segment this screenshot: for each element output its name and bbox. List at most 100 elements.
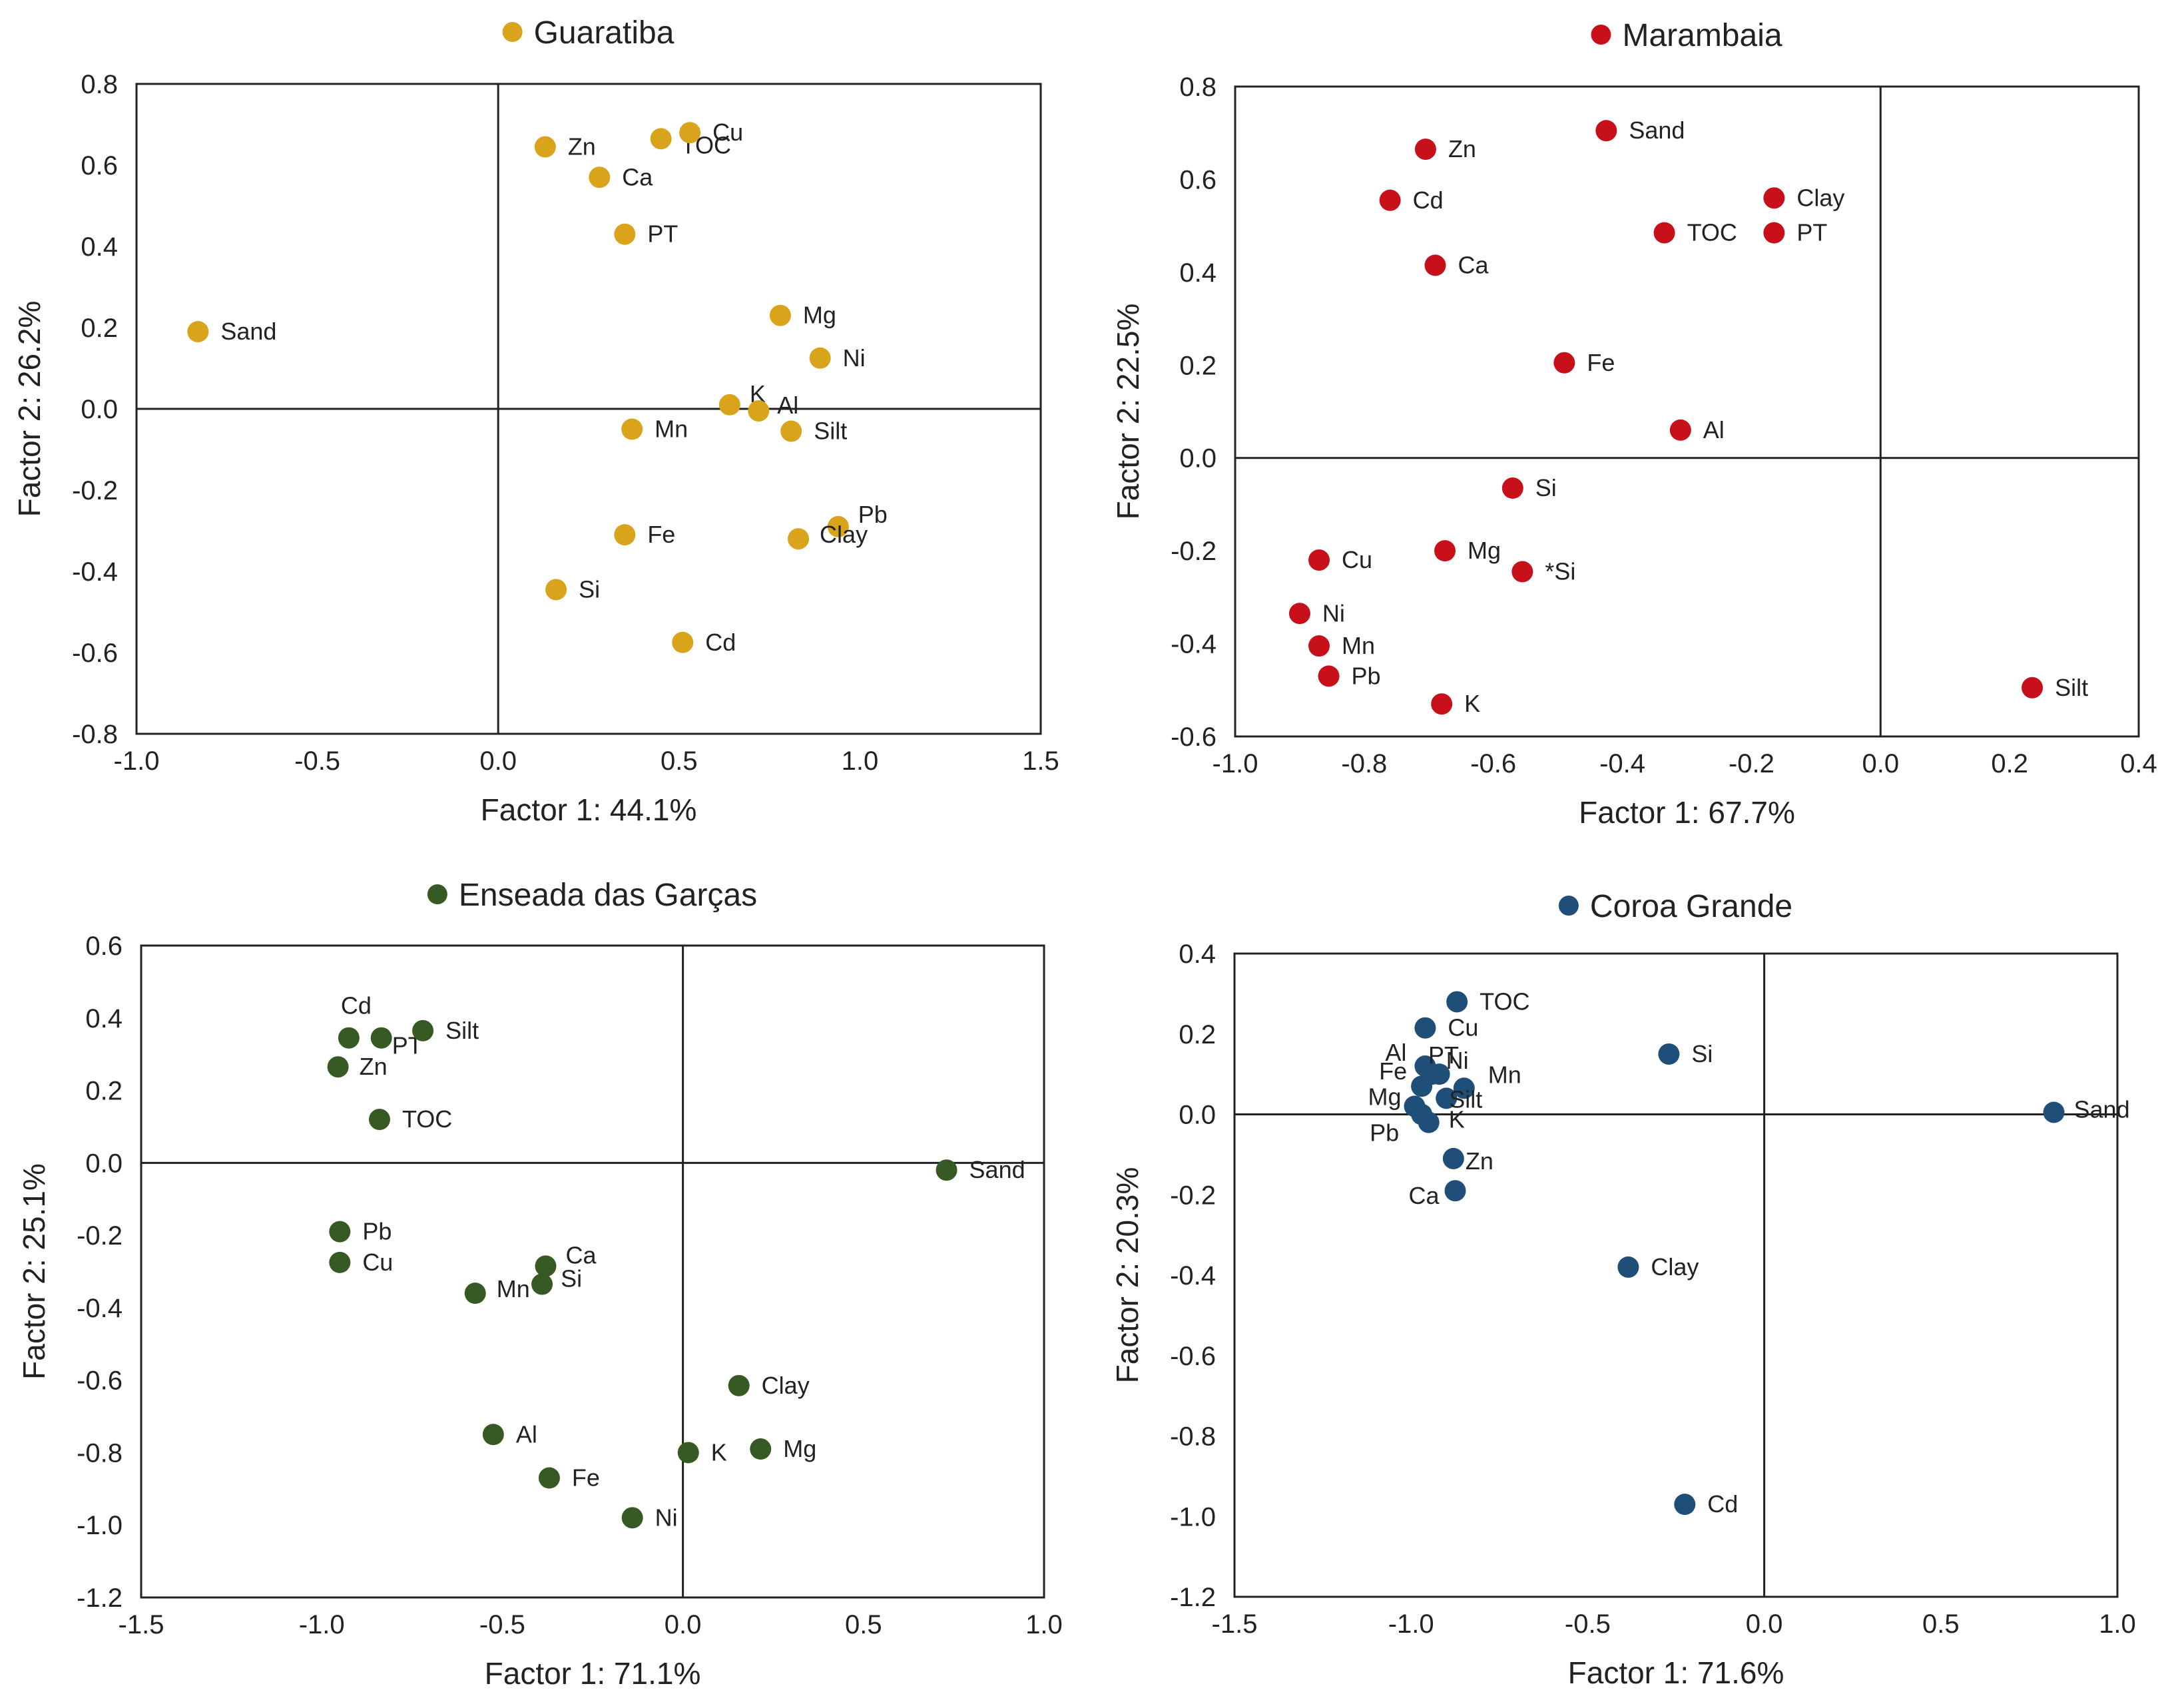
x-tick-label: -0.5: [479, 1610, 525, 1639]
x-tick-label: -0.8: [1341, 749, 1387, 778]
y-tick-label: -1.2: [1170, 1583, 1216, 1612]
point-ca: [535, 1255, 557, 1277]
point-toc: [368, 1109, 390, 1131]
x-tick-label: 0.0: [665, 1610, 702, 1639]
point-label-toc: TOC: [1687, 219, 1737, 246]
y-tick-label: -0.4: [1171, 630, 1217, 659]
point-mn: [1453, 1077, 1475, 1099]
point-k: [718, 394, 740, 416]
point-label-mn: Mn: [655, 416, 688, 443]
point-cd: [338, 1027, 360, 1049]
x-tick-label: 0.2: [1991, 749, 2028, 778]
legend-marker: [1591, 25, 1611, 45]
y-tick-label: 0.4: [85, 1004, 123, 1033]
point-cu: [329, 1251, 351, 1273]
point-fe: [1411, 1075, 1433, 1097]
y-axis-title: Factor 2: 25.1%: [17, 1163, 51, 1380]
point-label-ca: Ca: [565, 1241, 597, 1269]
y-tick-label: 0.0: [1179, 444, 1217, 473]
point-label-cu: Cu: [1342, 546, 1372, 573]
point-pb: [1318, 665, 1340, 687]
y-tick-label: 0.0: [85, 1149, 123, 1178]
x-tick-label: 1.0: [2099, 1609, 2136, 1639]
point-label-silt: Silt: [445, 1017, 479, 1044]
point-label-cu: Cu: [362, 1249, 393, 1276]
x-tick-label: 0.5: [1922, 1609, 1960, 1639]
y-tick-label: -1.2: [77, 1583, 123, 1613]
point-clay: [788, 528, 810, 550]
x-tick-label: -1.5: [119, 1610, 164, 1639]
y-tick-label: 0.8: [1179, 73, 1217, 102]
point-mn: [464, 1282, 486, 1304]
point-label-mn: Mn: [1342, 632, 1375, 659]
point-label-zn: Zn: [1448, 135, 1476, 162]
point-sand: [936, 1159, 957, 1181]
point-label-cd: Cd: [341, 992, 372, 1019]
x-tick-label: 0.0: [1862, 749, 1899, 778]
point-label-mg: Mg: [803, 302, 836, 329]
point-label-sand: Sand: [1629, 117, 1685, 144]
point-silt: [780, 420, 802, 442]
point-mg: [1434, 540, 1456, 562]
point-pt: [370, 1027, 392, 1049]
y-tick-label: -1.0: [77, 1511, 123, 1540]
legend: Enseada das Garças: [427, 878, 757, 913]
point-pb: [329, 1221, 351, 1243]
x-tick-label: -0.5: [1565, 1609, 1611, 1639]
point-zn: [327, 1056, 349, 1078]
point-label-cd: Cd: [1707, 1490, 1738, 1518]
x-tick-label: 0.5: [661, 746, 698, 776]
point-label-clay: Clay: [820, 521, 868, 548]
y-tick-label: -0.6: [1170, 1342, 1216, 1371]
point-label-al: Al: [516, 1420, 537, 1448]
x-tick-label: -1.0: [1388, 1609, 1434, 1639]
legend-marker: [1558, 896, 1579, 916]
legend-label: Coroa Grande: [1590, 889, 1792, 924]
point-al: [1669, 419, 1691, 441]
point-label-pt: PT: [1428, 1041, 1459, 1069]
point-cd: [672, 631, 694, 653]
legend: Marambaia: [1591, 18, 1782, 53]
y-tick-label: -0.2: [72, 476, 118, 505]
x-axis-title: Factor 1: 44.1%: [481, 792, 697, 827]
legend-marker: [427, 884, 447, 904]
point-label-fe: Fe: [647, 521, 675, 548]
point-ni: [621, 1507, 643, 1529]
point-mn: [1308, 635, 1330, 657]
point-ca: [1444, 1180, 1466, 1202]
point-label-pb: Pb: [1352, 662, 1381, 689]
point-label-fe: Fe: [1587, 349, 1615, 376]
point-label-clay: Clay: [1796, 184, 1844, 211]
point-label-toc: TOC: [1480, 988, 1529, 1015]
x-tick-label: -0.6: [1470, 749, 1516, 778]
point-fe: [538, 1467, 560, 1489]
point-clay: [1763, 187, 1785, 209]
point-al: [748, 400, 770, 422]
x-tick-label: -0.2: [1729, 749, 1774, 778]
y-axis-title: Factor 2: 26.2%: [12, 301, 47, 517]
legend: Guaratiba: [502, 15, 675, 51]
point-label-fe: Fe: [1379, 1057, 1407, 1085]
point-label-zn: Zn: [360, 1053, 388, 1080]
point-label-zn: Zn: [568, 133, 596, 160]
point-si: [1511, 561, 1533, 583]
point-label-ni: Ni: [1322, 599, 1345, 627]
point-sand: [1595, 120, 1617, 142]
y-tick-label: -0.8: [72, 720, 118, 749]
chart-panel-guaratiba: -1.0 -0.5 0.0 0.5 1.0 1.5 -0.8 -0.6 -0.4 -0.2 0.0 0…: [12, 15, 1059, 827]
y-tick-label: 0.6: [1179, 165, 1217, 194]
point-silt: [1436, 1087, 1458, 1109]
point-label-si: Si: [579, 575, 600, 603]
point-label-cd: Cd: [1413, 186, 1444, 214]
x-tick-label: -0.5: [294, 746, 340, 776]
chart-panel-enseada-das-gar-as: -1.5 -1.0 -0.5 0.0 0.5 1.0 -1.2 -1.0 -0.8 -0.6 -0.…: [17, 878, 1063, 1691]
point-label-pb: Pb: [362, 1218, 392, 1245]
y-tick-label: 0.2: [81, 314, 118, 343]
point-label-ni: Ni: [1446, 1047, 1469, 1074]
point-label-k: K: [1464, 690, 1480, 717]
point-al: [482, 1424, 504, 1446]
point-clay: [1617, 1256, 1639, 1278]
point-label-mg: Mg: [1468, 537, 1501, 564]
y-tick-label: -0.2: [1170, 1181, 1216, 1210]
y-tick-label: 0.0: [1179, 1101, 1216, 1130]
